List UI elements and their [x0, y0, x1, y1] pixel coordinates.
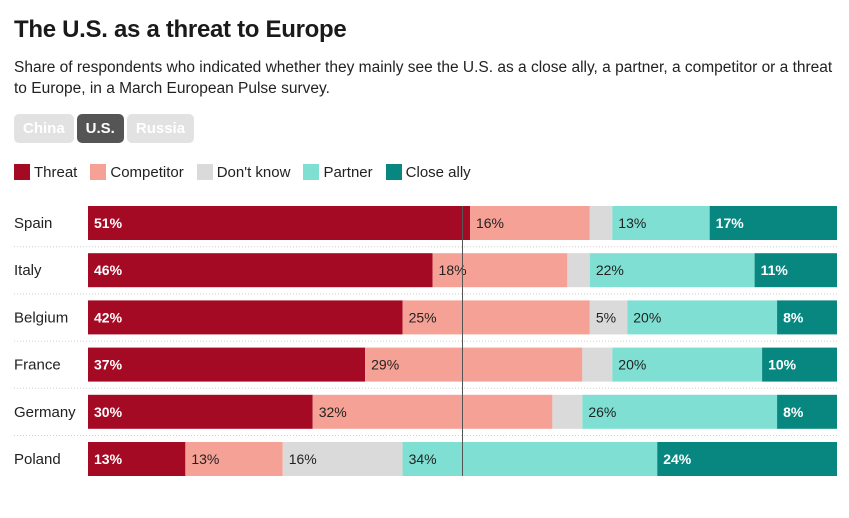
legend-swatch-dont-know — [196, 164, 213, 180]
data-label-poland-competitor: 13% — [191, 451, 219, 467]
data-label-italy-partner: 22% — [596, 262, 624, 278]
bar-france-competitor — [365, 347, 583, 382]
legend-swatch-close-ally — [385, 164, 402, 180]
data-label-germany-competitor: 32% — [319, 404, 347, 420]
data-label-belgium-partner: 20% — [633, 309, 661, 325]
legend-swatch-competitor — [90, 164, 107, 180]
chart-title: The U.S. as a threat to Europe — [14, 16, 347, 43]
bar-italy-close-ally — [754, 253, 837, 288]
legend-swatch-threat — [14, 164, 30, 180]
legend-item-threat: Threat — [14, 164, 77, 181]
chart-subtitle: Share of respondents who indicated wheth… — [14, 59, 833, 97]
data-label-france-partner: 20% — [618, 357, 646, 373]
bar-italy-partner — [589, 253, 755, 288]
bar-belgium-close-ally — [777, 300, 837, 335]
bar-poland-don-t-know — [282, 442, 403, 476]
bar-italy-competitor — [432, 253, 568, 288]
stacked-bar-chart: Spain 51% 16% 13% 17% Italy 46% 18% 22% 11% Belgiu… — [14, 206, 837, 476]
bar-germany-threat — [88, 394, 313, 429]
data-label-germany-close-ally: 8% — [783, 404, 804, 420]
row-label-spain: Spain — [14, 215, 52, 232]
legend-swatch-partner — [303, 164, 320, 180]
bar-spain-threat — [88, 206, 470, 240]
data-label-belgium-close-ally: 8% — [783, 309, 804, 325]
bar-germany-close-ally — [777, 394, 837, 429]
row-label-germany: Germany — [14, 404, 76, 421]
bar-france-partner — [612, 347, 763, 382]
legend-label-competitor: Competitor — [110, 163, 184, 181]
bar-poland-competitor — [185, 442, 283, 476]
data-label-italy-close-ally: 11% — [761, 262, 789, 278]
row-label-poland: Poland — [14, 451, 61, 468]
data-label-spain-close-ally: 17% — [716, 215, 745, 231]
bar-belgium-don-t-know — [589, 300, 628, 335]
bar-belgium-competitor — [402, 300, 590, 335]
bar-france-threat — [88, 347, 366, 382]
data-label-belgium-threat: 42% — [94, 309, 123, 325]
bar-poland-threat — [88, 442, 186, 476]
data-label-poland-don-t-know: 16% — [289, 451, 317, 467]
country-tabs: China U.S. Russia — [14, 114, 195, 143]
bar-spain-partner — [612, 206, 710, 240]
legend-label-close-ally: Close ally — [405, 163, 471, 181]
bar-germany-don-t-know — [552, 394, 583, 429]
bar-italy-don-t-know — [567, 253, 590, 288]
data-label-spain-partner: 13% — [618, 215, 646, 231]
legend-label-threat: Threat — [34, 163, 78, 181]
data-label-poland-threat: 13% — [94, 451, 123, 467]
data-label-france-competitor: 29% — [371, 357, 399, 373]
legend-item-partner: Partner — [303, 163, 373, 181]
data-label-italy-threat: 46% — [94, 262, 123, 278]
legend: Threat Competitor Don't know Partner Clo… — [14, 162, 484, 182]
bar-spain-don-t-know — [589, 206, 613, 240]
legend-label-dont-know: Don't know — [216, 163, 291, 181]
data-label-germany-threat: 30% — [94, 404, 123, 420]
bar-poland-partner — [402, 442, 658, 476]
tab-russia[interactable]: Russia — [126, 114, 195, 143]
data-label-poland-close-ally: 24% — [663, 451, 692, 467]
bar-belgium-partner — [627, 300, 778, 335]
bar-poland-close-ally — [657, 442, 837, 476]
legend-item-close-ally: Close ally — [385, 163, 471, 181]
bar-france-don-t-know — [582, 347, 613, 382]
bar-germany-partner — [582, 394, 778, 429]
bar-italy-threat — [88, 253, 433, 288]
row-label-france: France — [14, 357, 61, 374]
bar-germany-competitor — [312, 394, 553, 429]
data-label-belgium-don-t-know: 5% — [596, 309, 616, 325]
data-label-italy-competitor: 18% — [439, 262, 467, 278]
bar-spain-close-ally — [709, 206, 837, 240]
data-label-spain-competitor: 16% — [476, 215, 504, 231]
data-label-poland-partner: 34% — [409, 451, 437, 467]
bar-france-close-ally — [762, 347, 837, 382]
data-label-belgium-competitor: 25% — [409, 309, 437, 325]
bar-spain-competitor — [469, 206, 590, 240]
data-label-germany-partner: 26% — [588, 404, 616, 420]
tab-china[interactable]: China — [14, 114, 74, 143]
legend-item-dont-know: Don't know — [196, 163, 291, 181]
row-label-belgium: Belgium — [14, 309, 68, 326]
data-label-spain-threat: 51% — [94, 215, 123, 231]
bar-belgium-threat — [88, 300, 403, 335]
tab-us[interactable]: U.S. — [76, 114, 124, 143]
legend-item-competitor: Competitor — [90, 163, 184, 181]
data-label-france-close-ally: 10% — [768, 357, 797, 373]
data-label-france-threat: 37% — [94, 357, 123, 373]
legend-label-partner: Partner — [323, 163, 373, 181]
row-label-italy: Italy — [14, 262, 42, 279]
